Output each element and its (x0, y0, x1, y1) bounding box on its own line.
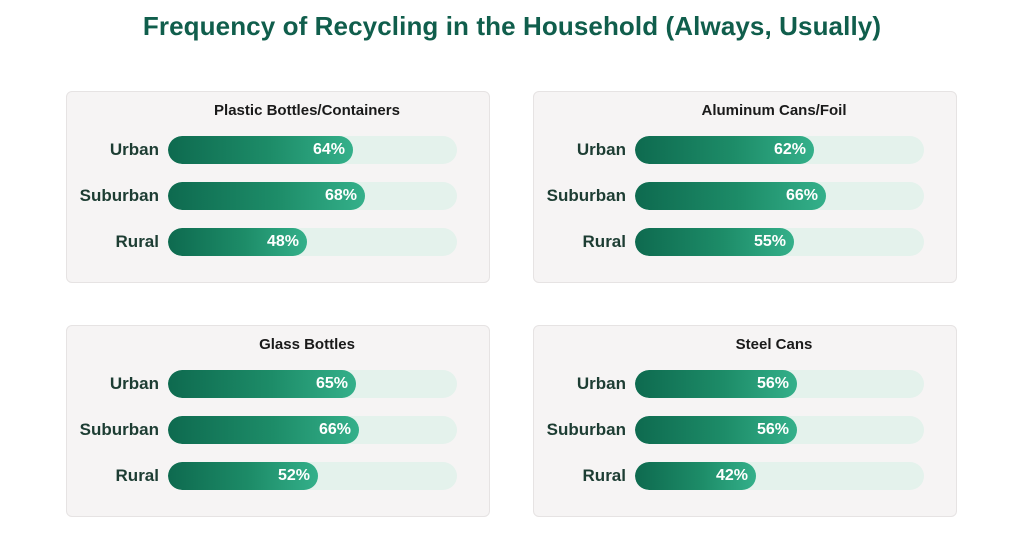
bar (168, 136, 353, 164)
bar (635, 416, 797, 444)
bar-track: 52% (168, 462, 457, 490)
bar-value-label: 56% (756, 421, 789, 438)
panel-title: Steel Cans (735, 336, 813, 353)
bar-track: 42% (635, 462, 924, 490)
bar (635, 462, 756, 490)
panel-title: Glass Bottles (259, 336, 355, 353)
bar (168, 182, 365, 210)
bar (635, 136, 814, 164)
bar-value-label: 48% (266, 233, 299, 250)
bar-value-label: 66% (785, 187, 818, 204)
bar-value-label: 42% (715, 467, 748, 484)
bar (635, 228, 794, 256)
category-label: Suburban (546, 420, 626, 439)
chart-title: Frequency of Recycling in the Household … (142, 11, 882, 41)
panel-title: Aluminum Cans/Foil (701, 102, 847, 119)
bar-track: 66% (635, 182, 924, 210)
category-label: Urban (109, 140, 159, 159)
bar-value-label: 55% (753, 233, 786, 250)
chart-panel: Steel Cans Urban 56% Suburban 56% Rural 42% (533, 325, 957, 517)
bar-track: 55% (635, 228, 924, 256)
bar (635, 370, 797, 398)
category-label: Rural (582, 466, 626, 485)
panel-title: Plastic Bottles/Containers (214, 102, 400, 119)
category-label: Urban (576, 140, 626, 159)
bar-track: 68% (168, 182, 457, 210)
bar-track: 64% (168, 136, 457, 164)
category-label: Rural (582, 232, 626, 251)
category-label: Urban (109, 374, 159, 393)
category-label: Suburban (79, 420, 159, 439)
bar-value-label: 65% (315, 375, 348, 392)
bar-track: 56% (635, 416, 924, 444)
bar-track: 66% (168, 416, 457, 444)
category-label: Suburban (546, 186, 626, 205)
bar (635, 182, 826, 210)
bar (168, 416, 359, 444)
bar-track: 56% (635, 370, 924, 398)
bar-value-label: 64% (312, 141, 345, 158)
category-label: Urban (576, 374, 626, 393)
bar-value-label: 62% (773, 141, 806, 158)
bar-value-label: 52% (277, 467, 310, 484)
chart-panel: Glass Bottles Urban 65% Suburban 66% Rural 52% (66, 325, 490, 517)
bar (168, 370, 356, 398)
chart-panel: Aluminum Cans/Foil Urban 62% Suburban 66% Rur… (533, 91, 957, 283)
category-label: Suburban (79, 186, 159, 205)
bar-value-label: 68% (324, 187, 357, 204)
bar (168, 228, 307, 256)
bar-track: 62% (635, 136, 924, 164)
category-label: Rural (115, 232, 159, 251)
bar (168, 462, 318, 490)
chart-panel: Plastic Bottles/Containers Urban 64% Suburb… (66, 91, 490, 283)
bar-track: 65% (168, 370, 457, 398)
category-label: Rural (115, 466, 159, 485)
bar-value-label: 56% (756, 375, 789, 392)
bar-value-label: 66% (318, 421, 351, 438)
bar-track: 48% (168, 228, 457, 256)
